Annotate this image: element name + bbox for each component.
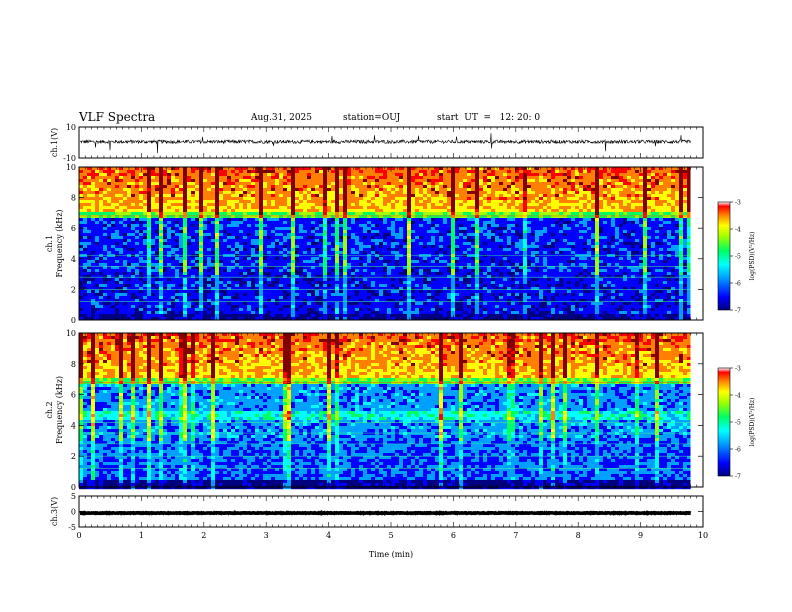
time-tick-label: 4 bbox=[326, 531, 331, 540]
time-tick-label: 7 bbox=[513, 531, 518, 540]
ch2-spectrogram-colorbar-label: log(PSD)(V²/Hz) bbox=[749, 398, 756, 447]
start-time-label: start UT = 12: 20: 0 bbox=[437, 113, 541, 123]
figure-title: VLF Spectra bbox=[79, 110, 156, 124]
station-label: station=OUJ bbox=[343, 113, 401, 123]
ch1-spectrogram-ytick-label: 10 bbox=[66, 163, 76, 172]
ch1-spectrogram-colorbar-tick: -3 bbox=[735, 200, 741, 207]
time-tick-label: 3 bbox=[264, 531, 269, 540]
ch1-spectrogram-cells bbox=[79, 167, 691, 321]
ch2-spectrogram-ytick-label: 8 bbox=[71, 360, 76, 369]
time-tick-label: 6 bbox=[451, 531, 456, 540]
ch1-spectrogram-ylabel: ch.1Frequency (kHz) bbox=[45, 209, 64, 277]
ch2-spectrogram-cells bbox=[79, 333, 691, 490]
ch1-waveform-ylabel: ch.1(V) bbox=[50, 128, 59, 157]
time-tick-label: 2 bbox=[201, 531, 206, 540]
time-tick-label: 1 bbox=[139, 531, 144, 540]
time-tick-label: 5 bbox=[388, 531, 393, 540]
ch2-spectrogram-ytick-label: 2 bbox=[71, 452, 76, 461]
ch2-spectrogram-ylabel: ch.2Frequency (kHz) bbox=[45, 376, 64, 444]
time-tick-label: 10 bbox=[698, 531, 708, 540]
time-tick-label: 0 bbox=[76, 531, 81, 540]
ch1-spectrogram-colorbar bbox=[717, 201, 731, 311]
ch1-waveform-ytick-label: -10 bbox=[63, 154, 76, 163]
ch1-spectrogram-ytick-label: 6 bbox=[71, 224, 76, 233]
ch3-waveform-ytick-label: -5 bbox=[68, 523, 76, 532]
ch2-spectrogram-ytick-label: 0 bbox=[71, 483, 76, 492]
ch1-spectrogram-colorbar-tick: -4 bbox=[735, 227, 741, 234]
ch2-spectrogram-colorbar bbox=[717, 367, 731, 477]
ch2-spectrogram-ytick-label: 10 bbox=[66, 329, 76, 338]
ch1-waveform-ytick-label: 10 bbox=[66, 123, 76, 132]
ch2-spectrogram-ytick-label: 6 bbox=[71, 391, 76, 400]
ch3-waveform-trace bbox=[79, 509, 692, 516]
ch2-spectrogram-colorbar-tick: -7 bbox=[735, 474, 741, 481]
ch3-waveform-ylabel: ch.3(V) bbox=[50, 497, 59, 526]
time-tick-label: 9 bbox=[638, 531, 643, 540]
x-axis-label: Time (min) bbox=[369, 550, 413, 559]
ch1-spectrogram-colorbar-label: log(PSD)(V²/Hz) bbox=[749, 232, 756, 281]
ch1-spectrogram-ytick-label: 8 bbox=[71, 194, 76, 203]
ch2-spectrogram-colorbar-tick: -3 bbox=[735, 366, 741, 373]
ch2-spectrogram-colorbar-tick: -4 bbox=[735, 393, 741, 400]
ch1-spectrogram-colorbar-tick: -7 bbox=[735, 308, 741, 315]
date-label: Aug.31, 2025 bbox=[251, 113, 312, 123]
ch1-spectrogram-ytick-label: 0 bbox=[71, 316, 76, 325]
ch1-spectrogram-ytick-label: 4 bbox=[71, 255, 76, 264]
ch3-waveform-ytick-label: 5 bbox=[71, 492, 76, 501]
time-tick-label: 8 bbox=[576, 531, 581, 540]
ch1-spectrogram-ytick-label: 2 bbox=[71, 285, 76, 294]
ch3-waveform-ytick-label: 0 bbox=[71, 508, 76, 517]
ch1-waveform-trace bbox=[79, 133, 691, 154]
ch2-spectrogram-colorbar-tick: -5 bbox=[735, 420, 741, 427]
ch1-spectrogram-colorbar-tick: -5 bbox=[735, 254, 741, 261]
ch2-spectrogram-colorbar-tick: -6 bbox=[735, 447, 741, 454]
ch1-spectrogram-colorbar-tick: -6 bbox=[735, 281, 741, 288]
ch2-spectrogram-ytick-label: 4 bbox=[71, 421, 76, 430]
